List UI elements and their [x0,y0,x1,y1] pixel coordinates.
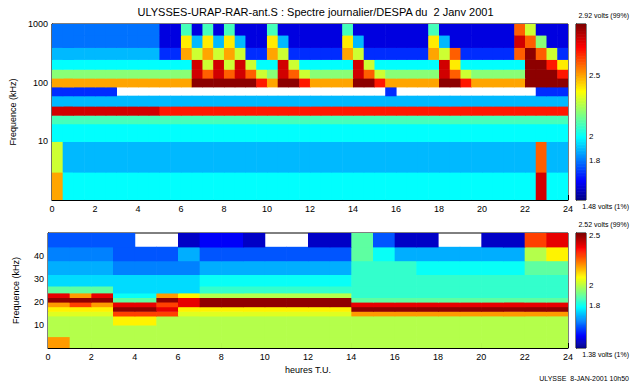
svg-text:2: 2 [589,132,594,141]
svg-text:ULYSSES-URAP-RAR-ant.S : Spect: ULYSSES-URAP-RAR-ant.S : Spectre journal… [137,6,493,18]
svg-text:Frequence (kHz): Frequence (kHz) [11,257,21,324]
svg-text:6: 6 [178,204,183,214]
svg-text:2.92 volts (99%): 2.92 volts (99%) [578,12,629,20]
svg-text:10: 10 [38,136,48,146]
svg-text:4: 4 [132,352,137,362]
svg-text:2.52 volts (99%): 2.52 volts (99%) [578,221,629,229]
svg-text:16: 16 [391,204,401,214]
svg-text:10: 10 [260,352,270,362]
svg-text:20: 20 [34,297,44,307]
svg-text:40: 40 [34,251,44,261]
svg-text:12: 12 [305,204,315,214]
svg-text:100: 100 [33,78,48,88]
svg-text:22: 22 [520,352,530,362]
svg-text:14: 14 [348,204,358,214]
svg-text:2.5: 2.5 [589,231,601,240]
svg-text:ULYSSE 8-JAN-2001 10h50: ULYSSE 8-JAN-2001 10h50 [539,375,629,382]
svg-text:24: 24 [563,352,573,362]
svg-text:4: 4 [135,204,140,214]
svg-text:2.5: 2.5 [589,71,601,80]
svg-text:2: 2 [89,352,94,362]
svg-text:20: 20 [476,352,486,362]
svg-text:1.8: 1.8 [589,301,601,310]
svg-text:16: 16 [390,352,400,362]
svg-text:24: 24 [563,204,573,214]
svg-text:10: 10 [262,204,272,214]
svg-text:20: 20 [477,204,487,214]
svg-text:6: 6 [175,352,180,362]
svg-text:22: 22 [520,204,530,214]
svg-text:1.38 volts (1%): 1.38 volts (1%) [582,351,629,359]
svg-text:Frequence (kHz): Frequence (kHz) [8,78,18,145]
svg-text:18: 18 [434,204,444,214]
svg-text:2: 2 [589,281,594,290]
svg-text:14: 14 [346,352,356,362]
svg-text:10: 10 [34,320,44,330]
svg-text:12: 12 [303,352,313,362]
svg-text:18: 18 [433,352,443,362]
svg-text:0: 0 [49,204,54,214]
svg-text:1.48 volts (1%): 1.48 volts (1%) [582,203,629,211]
svg-text:30: 30 [34,274,44,284]
svg-text:1.8: 1.8 [589,156,601,165]
svg-text:2: 2 [92,204,97,214]
svg-text:8: 8 [221,204,226,214]
svg-text:heures T.U.: heures T.U. [285,365,331,375]
svg-text:1000: 1000 [28,19,48,29]
svg-text:8: 8 [219,352,224,362]
svg-text:0: 0 [45,352,50,362]
